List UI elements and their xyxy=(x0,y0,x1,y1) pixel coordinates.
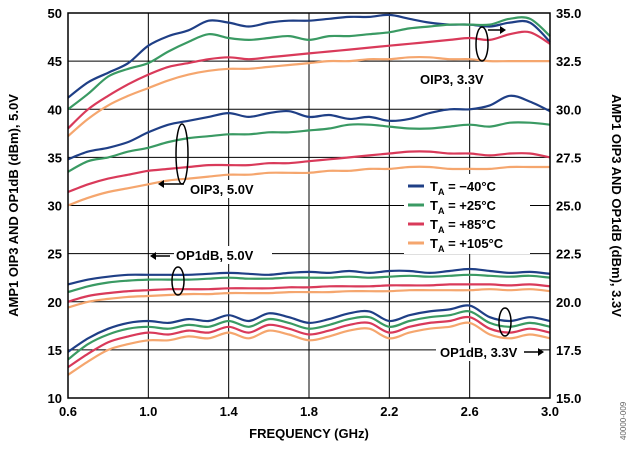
annotation-bg xyxy=(188,180,278,198)
y-left-tick-label: 45 xyxy=(48,54,62,69)
arrowhead-op1db-3v3 xyxy=(538,348,544,356)
y-left-tick-label: 15 xyxy=(48,343,62,358)
annotation-oip3-3v3: OIP3, 3.3V xyxy=(420,72,484,87)
series-line-op1db-5-0v-10 xyxy=(67,283,551,303)
y-left-tick-label: 10 xyxy=(48,391,62,406)
legend-label: TA = +105°C xyxy=(430,236,504,254)
arrowhead-op1db-5v xyxy=(150,252,156,260)
annotation-bg xyxy=(418,69,502,87)
arrowhead-oip3-3v3 xyxy=(500,26,506,34)
x-tick-label: 1.0 xyxy=(139,404,157,419)
ellipse-oip3-5v xyxy=(175,123,189,185)
ellipse-oip3-3v3 xyxy=(475,26,489,62)
x-tick-label: 2.6 xyxy=(461,404,479,419)
x-tick-labels: 0.6 1.0 1.4 1.8 2.2 2.6 3.0 xyxy=(59,404,559,419)
y-right-tick-label: 22.5 xyxy=(556,247,581,262)
x-tick-label: 2.2 xyxy=(380,404,398,419)
legend-label: TA = +25°C xyxy=(430,198,497,216)
legend-bg xyxy=(404,174,530,254)
series-line-op1db-5-0v-9 xyxy=(67,273,551,294)
arrowhead-oip3-5v xyxy=(158,180,164,188)
series-line-op1db-3-3v-13 xyxy=(67,310,551,361)
y-left-tick-label: 30 xyxy=(48,199,62,214)
y-right-tick-label: 35.0 xyxy=(556,6,581,21)
y-left-tick-label: 40 xyxy=(48,102,62,117)
y-right-tick-label: 27.5 xyxy=(556,150,581,165)
series-line-oip3-5-0v-7 xyxy=(67,165,550,207)
series-line-oip3-3-3v-3 xyxy=(67,55,550,138)
series-line-oip3-5-0v-6 xyxy=(67,150,551,194)
series-line-op1db-5-0v-8 xyxy=(67,267,551,286)
y-right-tick-label: 17.5 xyxy=(556,343,581,358)
y-left-tick-label: 20 xyxy=(48,295,62,310)
annotation-op1db-3v3: OP1dB, 3.3V xyxy=(440,345,518,360)
legend: TA = −40°CTA = +25°CTA = +85°CTA = +105°… xyxy=(404,174,530,254)
y-right-tick-label: 30.0 xyxy=(556,102,581,117)
annotation-oip3-5v: OIP3, 5.0V xyxy=(190,182,254,197)
series-line-op1db-3-3v-14 xyxy=(67,315,551,369)
series-line-oip3-5-0v-5 xyxy=(67,121,551,173)
y-left-tick-label: 50 xyxy=(48,6,62,21)
annotation-bg xyxy=(174,246,272,264)
legend-label: TA = +85°C xyxy=(430,217,497,235)
ellipse-op1db-5v xyxy=(171,266,185,296)
y-left-tick-labels: 10 15 20 25 30 35 40 45 50 xyxy=(48,6,62,406)
y-right-tick-label: 25.0 xyxy=(556,199,581,214)
annotations: OIP3, 3.3V OIP3, 5.0V OP1dB, 5.0V OP1dB,… xyxy=(150,26,544,361)
series-lines xyxy=(67,13,551,376)
x-tick-label: 0.6 xyxy=(59,404,77,419)
y-right-tick-label: 20.0 xyxy=(556,295,581,310)
x-tick-label: 1.4 xyxy=(220,404,239,419)
legend-label: TA = −40°C xyxy=(430,179,497,197)
y-left-tick-label: 35 xyxy=(48,150,62,165)
y-left-tick-label: 25 xyxy=(48,247,62,262)
y-right-tick-labels: 15.0 17.5 20.0 22.5 25.0 27.5 30.0 32.5 35.0 xyxy=(556,6,581,406)
plot-frame xyxy=(67,12,551,399)
series-line-oip3-5-0v-4 xyxy=(67,94,551,161)
x-tick-label: 1.8 xyxy=(300,404,318,419)
series-line-op1db-3-3v-15 xyxy=(67,321,551,376)
series-line-op1db-3-3v-12 xyxy=(67,304,551,353)
annotation-bg xyxy=(436,343,540,361)
x-tick-label: 3.0 xyxy=(541,404,559,419)
series-line-oip3-3-3v-1 xyxy=(67,16,551,111)
y-right-axis-title: AMP1 OIP3 AND OP1dB (dBm), 3.3V xyxy=(609,94,624,317)
series-line-op1db-5-0v-11 xyxy=(67,288,551,309)
figure-id: 40000-009 xyxy=(619,401,628,440)
y-left-axis-title: AMP1 OIP3 AND OP1dB (dBm), 5.0V xyxy=(6,94,21,317)
series-line-oip3-3-3v-2 xyxy=(67,30,551,130)
ellipse-op1db-3v3 xyxy=(498,307,512,337)
annotation-op1db-5v: OP1dB, 5.0V xyxy=(176,248,254,263)
y-right-tick-label: 32.5 xyxy=(556,54,581,69)
y-right-tick-label: 15.0 xyxy=(556,391,581,406)
x-axis-title: FREQUENCY (GHz) xyxy=(249,426,369,441)
